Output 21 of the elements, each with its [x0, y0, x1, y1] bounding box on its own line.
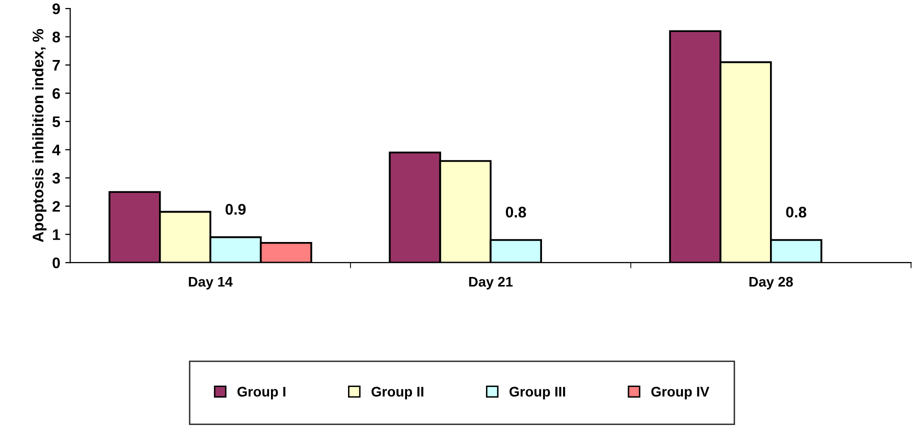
x-tick-label: Day 28	[749, 276, 793, 290]
y-tick-label: 8	[52, 32, 60, 42]
y-tick-label: 0	[52, 257, 60, 268]
legend-label: Group I	[237, 386, 286, 400]
x-tick-label: Day 21	[469, 276, 513, 290]
legend-label: Group II	[372, 386, 424, 400]
y-tick-label: 6	[52, 88, 60, 99]
legend-label: Group III	[509, 386, 566, 400]
x-tick-label: Day 14	[188, 277, 233, 290]
y-tick-label: 9	[52, 3, 60, 14]
y-tick-label: 1	[52, 229, 60, 240]
legend-label: Group IV	[651, 386, 710, 400]
data-label: 0.8	[786, 206, 806, 218]
data-label: 0.8	[506, 206, 526, 218]
y-axis-title: Apoptosis inhibition index, %	[32, 29, 46, 242]
y-tick-label: 4	[52, 144, 60, 156]
y-tick-label: 2	[52, 201, 60, 212]
y-tick-label: 5	[52, 116, 60, 128]
data-label: 0.9	[226, 204, 246, 215]
y-tick-label: 7	[52, 60, 60, 71]
y-tick-label: 3	[52, 172, 60, 184]
